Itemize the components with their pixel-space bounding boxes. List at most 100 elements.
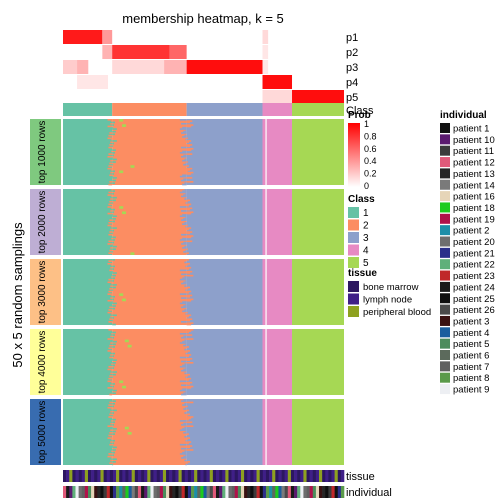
tissue-cell-38 <box>181 470 186 482</box>
class-legend-label-1: 1 <box>363 208 369 219</box>
tissue-cell-15 <box>109 470 114 482</box>
panel-3-patch-b28 <box>179 365 187 368</box>
panel-4-patch-a20 <box>107 425 113 428</box>
panel-4-patch-b17 <box>186 421 193 424</box>
panel-3-patch-b49 <box>181 393 187 396</box>
panel-2-patch-a31 <box>107 299 113 302</box>
panel-2-patch-a3 <box>107 262 113 265</box>
panel-4-patch-a39 <box>111 450 113 453</box>
tissue-legend-swatch-2 <box>348 306 359 317</box>
individual-cell-73 <box>290 486 295 498</box>
panel-1-patch-b0 <box>184 189 187 191</box>
individual-cell-86 <box>331 486 335 498</box>
panel-4-patch-b25 <box>183 432 187 434</box>
panel-1-patch-a27 <box>107 224 113 227</box>
panel-3-patch-a19 <box>110 354 113 356</box>
membership-row-label-p5: p5 <box>346 92 358 104</box>
top-value-strip-1 <box>30 189 61 255</box>
panel-0-patch-b42 <box>182 174 187 177</box>
individual-cell-37 <box>178 486 182 498</box>
panel-2-class-2 <box>186 259 263 325</box>
individual-legend-swatch-13 <box>440 270 450 281</box>
class-legend-swatch-3 <box>348 232 359 243</box>
panel-1-patch-a9 <box>109 200 113 203</box>
individual-legend-swatch-6 <box>440 191 450 202</box>
individual-legend-label-0: patient 1 <box>453 124 489 135</box>
panel-2-patch-b23 <box>185 289 187 291</box>
class-cell-0 <box>63 103 113 116</box>
panel-4-patch-b1 <box>181 400 187 402</box>
tissue-cell-34 <box>169 470 173 482</box>
panel-0-patch-a27 <box>112 154 115 157</box>
panel-1-patch-a45 <box>112 248 116 251</box>
panel-1-patch-b40 <box>183 241 187 244</box>
panel-2-patch-b8 <box>179 269 187 272</box>
prob-legend-tick-5: 0 <box>364 181 369 191</box>
panel-4-patch-a7 <box>111 408 113 410</box>
panel-3-patch-a23 <box>112 359 117 361</box>
panel-0-speck35 <box>130 165 135 168</box>
panel-2-class-1 <box>112 259 187 325</box>
tissue-cell-79 <box>309 470 314 482</box>
panel-2-patch-b31 <box>186 299 192 302</box>
panel-2-speck26 <box>119 293 124 296</box>
individual-cell-85 <box>328 486 332 498</box>
panel-0-class-4 <box>292 119 344 185</box>
panel-2-patch-b5 <box>185 265 187 268</box>
panel-4-patch-a31 <box>112 439 115 442</box>
panel-1-patch-a15 <box>112 208 115 211</box>
individual-legend-label-3: patient 12 <box>453 158 495 169</box>
panel-4-patch-a1 <box>112 400 116 402</box>
individual-cell-83 <box>322 486 326 498</box>
membership-row-label-p4: p4 <box>346 77 358 89</box>
panel-2-patch-b40 <box>186 311 188 314</box>
individual-legend-label-14: patient 24 <box>453 282 495 293</box>
panel-1-class-1 <box>112 189 187 255</box>
panel-3-patch-a49 <box>109 393 113 396</box>
panel-4-speck25 <box>127 432 132 435</box>
panel-2-patch-a12 <box>112 274 116 277</box>
panel-4-patch-b37 <box>181 447 187 450</box>
panel-0-patch-a24 <box>111 150 113 153</box>
individual-cell-50 <box>219 486 223 498</box>
tissue-cell-53 <box>228 470 232 482</box>
panel-1-patch-a19 <box>112 214 114 216</box>
panel-3-patch-b7 <box>186 338 194 340</box>
top-value-strip-2 <box>30 259 61 325</box>
panel-1-patch-b29 <box>186 227 192 229</box>
panel-0-patch-b40 <box>186 171 194 174</box>
panel-4-patch-a47 <box>112 461 116 463</box>
panel-1-patch-a0 <box>111 189 113 191</box>
panel-4-patch-a30 <box>111 438 113 441</box>
panel-2-patch-b48 <box>186 322 194 324</box>
panel-3-patch-b35 <box>186 375 188 377</box>
panel-1-patch-a36 <box>112 236 116 239</box>
top-value-strip-3 <box>30 329 61 395</box>
panel-3-patch-b41 <box>186 383 191 385</box>
panel-2-patch-b11 <box>181 273 187 276</box>
panel-4-patch-a22 <box>112 428 117 430</box>
panel-0-speck4 <box>122 124 127 127</box>
panel-3-patch-b45 <box>182 388 187 391</box>
membership-cell-p3-3 <box>164 60 187 74</box>
tissue-cell-74 <box>294 470 298 482</box>
panel-1-patch-a33 <box>112 232 114 235</box>
panel-1-patch-b21 <box>185 216 187 219</box>
panel-1-patch-b41 <box>181 243 187 245</box>
panel-0-patch-a21 <box>108 146 113 149</box>
individual-legend-swatch-20 <box>440 350 450 360</box>
panel-3-patch-a45 <box>112 388 114 391</box>
panel-3-patch-b1 <box>186 330 192 332</box>
panel-3-patch-b16 <box>186 350 191 352</box>
individual-cell-64 <box>262 486 267 498</box>
panel-0-patch-b27 <box>183 154 187 157</box>
panel-1-patch-b8 <box>186 199 191 202</box>
individual-cell-68 <box>275 486 279 498</box>
panel-4-patch-a42 <box>112 454 115 457</box>
individual-cell-61 <box>253 486 257 498</box>
panel-3-patch-b47 <box>185 391 187 393</box>
panel-3-patch-a20 <box>112 355 115 358</box>
panel-3-patch-a17 <box>111 351 113 354</box>
panel-2-patch-b15 <box>179 278 187 281</box>
panel-2-patch-a10 <box>112 272 117 274</box>
